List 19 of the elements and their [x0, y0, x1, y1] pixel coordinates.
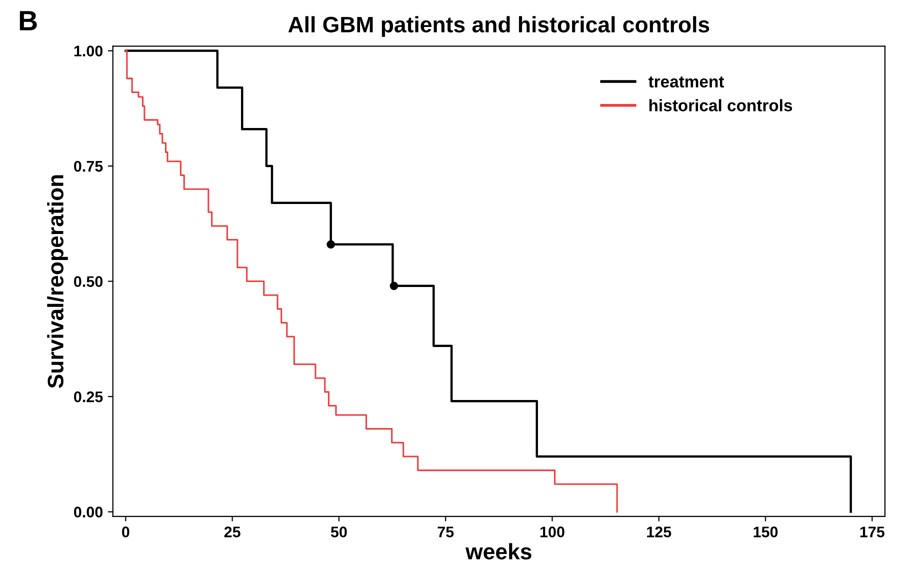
y-tick-label: 0.50 — [74, 276, 103, 287]
legend-label: historical controls — [649, 99, 792, 112]
y-axis-title: Survival/reoperation — [47, 175, 68, 388]
x-axis-title: weeks — [465, 543, 532, 560]
y-tick-label: 0.00 — [74, 506, 103, 518]
x-tick-label: 100 — [540, 526, 564, 538]
x-tick-label: 25 — [224, 526, 240, 538]
x-tick-label: 50 — [330, 526, 347, 538]
x-tick-label: 175 — [860, 526, 884, 538]
legend-label: treatment — [648, 76, 724, 88]
x-tick-label: 125 — [647, 526, 672, 538]
chart-title: All GBM patients and historical controls — [288, 16, 710, 37]
y-tick-label: 0.75 — [74, 160, 103, 172]
text: B — [20, 11, 37, 30]
x-tick-label: 150 — [754, 526, 778, 538]
x-tick-label: 0 — [122, 526, 130, 538]
x-tick-label: 75 — [438, 526, 454, 538]
y-tick-label: 1.00 — [74, 46, 103, 56]
y-tick-label: 0.25 — [74, 391, 103, 402]
